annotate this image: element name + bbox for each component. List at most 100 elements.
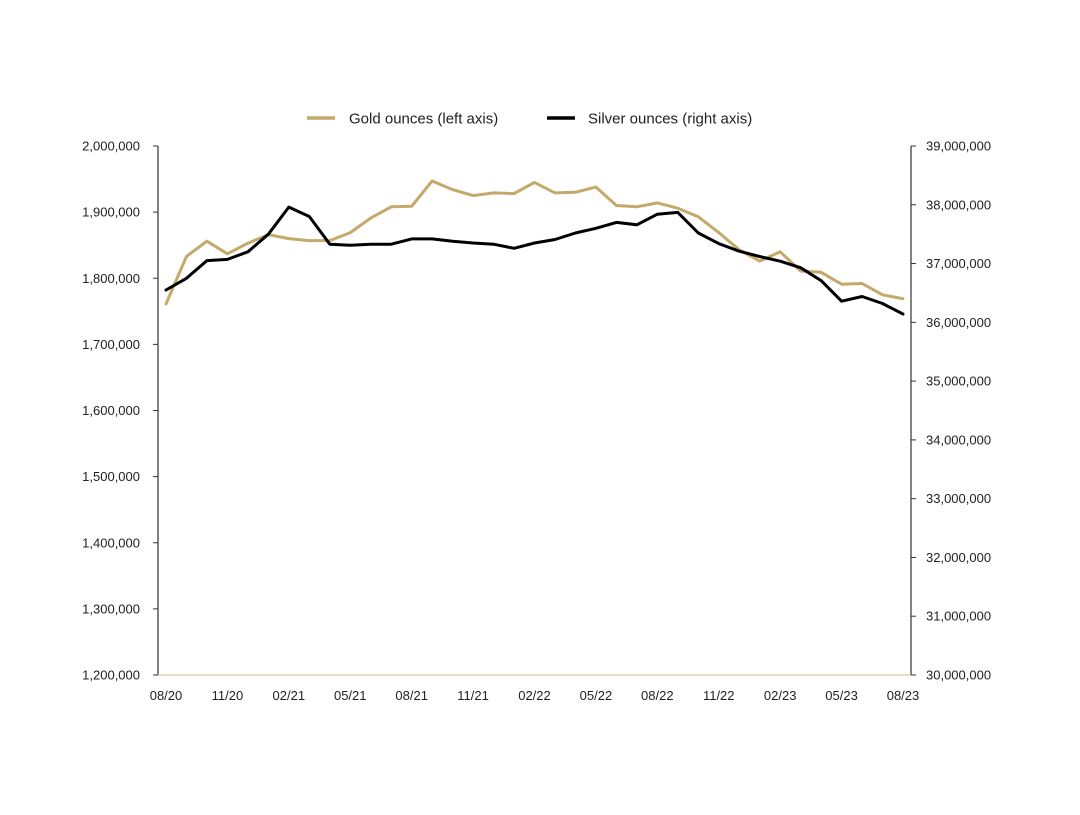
silver-data-point <box>492 242 495 246</box>
left-axis-tick-label: 1,300,000 <box>82 601 140 616</box>
left-axis-tick-label: 2,000,000 <box>82 139 140 154</box>
gold-data-point <box>553 191 557 195</box>
right-axis-tick-label: 35,000,000 <box>926 374 991 389</box>
x-axis-tick-label: 11/22 <box>703 688 735 703</box>
silver-data-point <box>451 240 454 243</box>
x-axis-tick-label: 02/22 <box>518 688 551 703</box>
x-axis-tick-label: 08/22 <box>641 688 674 703</box>
left-axis-tick-label: 1,800,000 <box>82 271 140 286</box>
left-axis-tick-label: 1,500,000 <box>82 469 140 484</box>
silver-data-point <box>185 277 188 280</box>
gold-data-point <box>635 205 639 209</box>
right-axis-tick-label: 39,000,000 <box>926 139 991 154</box>
x-axis-tick-label: 08/23 <box>887 688 920 703</box>
gold-data-point <box>430 179 434 183</box>
gold-data-point <box>512 192 516 195</box>
gold-data-point <box>185 255 188 258</box>
silver-data-point <box>410 237 413 241</box>
silver-data-point <box>574 231 577 235</box>
gold-data-point <box>574 191 577 194</box>
right-axis-tick-label: 36,000,000 <box>926 315 991 330</box>
right-axis-tick-label: 31,000,000 <box>926 609 991 624</box>
silver-data-point <box>615 221 618 224</box>
silver-data-point <box>676 211 680 214</box>
right-axis-tick-label: 30,000,000 <box>926 668 991 683</box>
silver-data-point <box>819 279 823 282</box>
x-axis-tick-label: 05/21 <box>334 688 367 703</box>
left-axis-tick-label: 1,900,000 <box>82 205 140 220</box>
gold-data-point <box>246 242 250 245</box>
right-axis-tick-label: 34,000,000 <box>926 432 991 447</box>
gold-data-point <box>205 240 209 243</box>
gold-data-point <box>492 191 495 195</box>
x-axis-tick-label: 05/23 <box>825 688 858 703</box>
silver-data-point <box>226 258 229 261</box>
gold-data-point <box>676 206 680 210</box>
gold-data-point <box>778 250 782 253</box>
silver-data-point <box>164 288 168 292</box>
silver-data-point <box>840 299 843 303</box>
gold-data-point <box>164 302 168 306</box>
gold-data-point <box>471 194 475 197</box>
legend-label-gold: Gold ounces (left axis) <box>349 111 498 128</box>
silver-data-point <box>246 250 250 253</box>
silver-data-point <box>799 266 802 269</box>
gold-data-point <box>287 237 291 240</box>
gold-data-point <box>840 283 843 286</box>
silver-data-point <box>738 250 741 253</box>
silver-data-point <box>901 312 905 316</box>
silver-data-point <box>758 255 761 258</box>
gold-data-point <box>389 205 393 209</box>
legend-label-silver: Silver ounces (right axis) <box>588 111 752 128</box>
gold-data-point <box>881 293 884 296</box>
gold-data-point <box>901 297 905 300</box>
x-axis-tick-label: 02/21 <box>273 688 306 703</box>
gold-data-point <box>349 231 352 234</box>
gold-data-point <box>819 271 823 274</box>
left-axis-tick-label: 1,700,000 <box>82 337 140 352</box>
gold-data-point <box>594 185 598 189</box>
silver-data-point <box>656 212 659 216</box>
gold-data-point <box>758 259 761 263</box>
silver-data-point <box>308 215 311 218</box>
silver-data-point <box>717 242 720 245</box>
x-axis-tick-label: 11/21 <box>457 688 489 703</box>
left-axis-tick-label: 1,600,000 <box>82 403 140 418</box>
right-axis-tick-label: 32,000,000 <box>926 550 991 565</box>
silver-data-point <box>635 223 639 226</box>
silver-data-point <box>349 244 352 247</box>
right-axis-tick-label: 38,000,000 <box>926 197 991 212</box>
silver-data-point <box>205 259 209 262</box>
gold-data-point <box>717 231 720 234</box>
gold-data-point <box>656 201 659 205</box>
right-axis-tick-label: 33,000,000 <box>926 491 991 506</box>
x-axis-tick-label: 02/23 <box>764 688 797 703</box>
x-axis-tick-label: 08/20 <box>150 688 183 703</box>
silver-series-line <box>164 205 905 316</box>
silver-data-point <box>389 242 393 246</box>
silver-data-point <box>881 302 884 305</box>
left-axis-tick-label: 1,400,000 <box>82 535 140 550</box>
silver-data-point <box>553 238 557 241</box>
silver-data-point <box>594 227 598 230</box>
gold-data-point <box>697 215 700 218</box>
gold-data-point <box>451 188 454 191</box>
gold-data-point <box>860 282 864 285</box>
gold-data-point <box>226 252 229 255</box>
silver-data-point <box>778 260 782 263</box>
gold-data-point <box>308 239 311 242</box>
silver-data-point <box>267 232 270 236</box>
silver-data-point <box>369 242 372 246</box>
gold-data-point <box>799 269 802 273</box>
silver-data-point <box>471 241 475 245</box>
x-axis-tick-label: 05/22 <box>580 688 613 703</box>
gold-data-point <box>410 204 413 208</box>
gold-data-point <box>615 204 618 207</box>
left-axis-tick-label: 1,200,000 <box>82 668 140 683</box>
right-axis-tick-label: 37,000,000 <box>926 256 991 271</box>
silver-data-point <box>512 247 516 250</box>
silver-data-point <box>860 295 864 298</box>
silver-data-point <box>287 205 291 209</box>
